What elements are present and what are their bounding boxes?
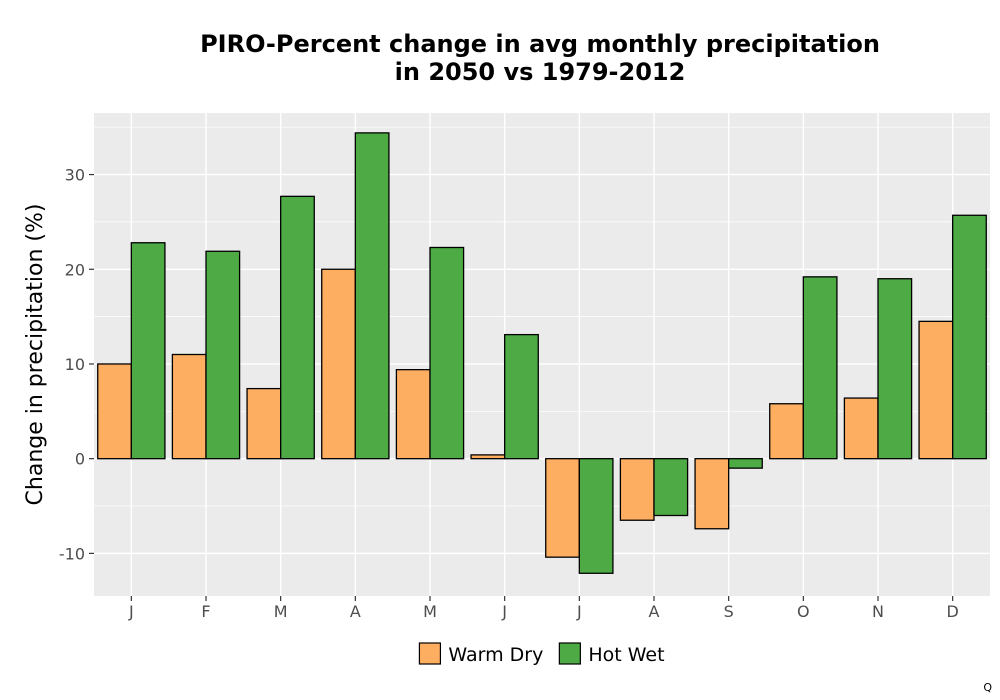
bar-hot-wet bbox=[802, 276, 838, 460]
bar-hot-wet bbox=[877, 278, 913, 460]
bar-hot-wet bbox=[728, 458, 763, 469]
bar-hot-wet bbox=[952, 214, 987, 460]
bar-warm-dry bbox=[918, 320, 954, 460]
corner-mark: Q bbox=[983, 681, 992, 694]
bar-warm-dry bbox=[545, 458, 580, 558]
x-tick-label: J bbox=[128, 602, 134, 621]
bar-warm-dry bbox=[97, 363, 132, 460]
bar-warm-dry bbox=[843, 397, 879, 460]
x-tick-label: M bbox=[423, 602, 437, 621]
legend-label-hot-wet: Hot Wet bbox=[588, 644, 664, 666]
bars-group bbox=[97, 132, 987, 574]
x-tick-label: J bbox=[501, 602, 507, 621]
bar-hot-wet bbox=[280, 195, 315, 460]
bar-hot-wet bbox=[354, 132, 390, 460]
chart-title-line-2: in 2050 vs 1979-2012 bbox=[394, 58, 686, 86]
bar-warm-dry bbox=[694, 458, 730, 530]
legend-label-warm-dry: Warm Dry bbox=[448, 644, 543, 666]
x-tick-label: M bbox=[274, 602, 288, 621]
bar-warm-dry bbox=[470, 454, 506, 460]
grid-minor bbox=[94, 126, 990, 507]
x-tick-label: O bbox=[797, 602, 810, 621]
x-tick-label: A bbox=[649, 602, 660, 621]
bar-warm-dry bbox=[246, 387, 282, 460]
bar-hot-wet bbox=[504, 333, 539, 460]
y-tick-label: 10 bbox=[65, 355, 85, 374]
y-tick-label: 20 bbox=[65, 260, 85, 279]
y-tick-label: 0 bbox=[75, 450, 85, 469]
x-tick-label: F bbox=[201, 602, 210, 621]
y-tick-label: -10 bbox=[59, 544, 85, 563]
legend-key-hot-wet bbox=[558, 642, 581, 665]
x-tick-label: N bbox=[872, 602, 884, 621]
y-axis-title: Change in precipitation (%) bbox=[23, 204, 48, 506]
bar-hot-wet bbox=[205, 250, 241, 460]
bar-hot-wet bbox=[578, 458, 614, 574]
bar-hot-wet bbox=[429, 246, 465, 460]
x-tick-label: A bbox=[350, 602, 361, 621]
bar-warm-dry bbox=[321, 268, 356, 460]
bar-warm-dry bbox=[619, 458, 655, 521]
x-tick-label: S bbox=[724, 602, 734, 621]
x-tick-label: J bbox=[576, 602, 582, 621]
bar-warm-dry bbox=[171, 353, 207, 460]
bar-hot-wet bbox=[130, 242, 166, 460]
chart-title: PIRO-Percent change in avg monthly preci… bbox=[90, 30, 990, 86]
bar-hot-wet bbox=[653, 458, 689, 517]
y-axis: -10 0 10 20 30 bbox=[59, 166, 94, 563]
bar-warm-dry bbox=[769, 403, 804, 460]
chart-title-line-1: PIRO-Percent change in avg monthly preci… bbox=[200, 30, 880, 58]
y-tick-label: 30 bbox=[65, 166, 85, 185]
plot-panel bbox=[94, 113, 990, 596]
legend: Warm Dry Hot Wet bbox=[418, 642, 665, 666]
x-tick-label: D bbox=[947, 602, 959, 621]
bar-warm-dry bbox=[395, 369, 431, 460]
legend-key-warm-dry bbox=[418, 642, 442, 665]
